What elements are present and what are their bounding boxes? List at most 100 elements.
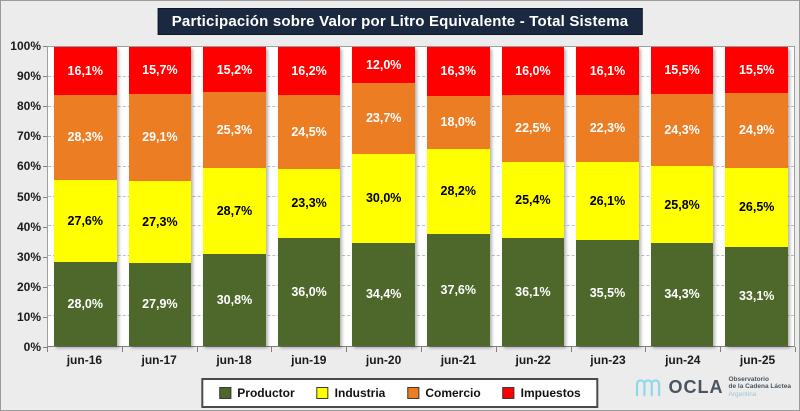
x-axis-label: jun-16 [66,353,103,367]
gridline [48,285,794,287]
bar-segment-productor: 35,5% [576,239,639,346]
bar-segment-comercio: 22,5% [501,94,565,163]
gridline [48,105,794,107]
bar-segment-impuestos: 15,5% [650,47,714,94]
bar-slot: 27,9% 27,3% 29,1% 15,7% [123,47,198,346]
bar-segment-productor: 30,8% [203,253,266,346]
legend-item-impuestos: Impuestos [502,386,581,400]
bar-segment-impuestos: 16,3% [426,47,490,96]
bar-segment-impuestos: 16,1% [576,47,639,96]
y-axis-tick [43,106,47,108]
legend-swatch [407,387,420,399]
gridline [48,75,794,77]
bar-segment-comercio: 25,3% [203,92,266,169]
x-axis-tick [421,347,422,352]
bar-segment-label: 16,0% [515,63,551,78]
bar-segment-label: 37,6% [440,282,476,297]
legend-item-productor: Productor [219,386,295,400]
bar-segment-label: 27,6% [67,213,103,228]
bar-segment-label: 16,1% [589,63,626,78]
bar-segment-label: 27,9% [142,297,178,312]
y-axis-label: 0% [23,340,41,354]
plot-area: 28,0% 27,6% 28,3% 16,1% 27,9% 27,3% 29,1% 15,7%… [47,46,795,347]
y-axis-label: 60% [16,159,41,174]
y-axis-tick [43,76,47,78]
x-axis-tick [196,347,198,352]
stacked-bar-jun-16: 28,0% 27,6% 28,3% 16,1% [53,47,117,346]
bar-segment-comercio: 24,5% [277,95,341,169]
legend-label: Impuestos [520,386,581,400]
stacked-bar-jun-21: 37,6% 28,2% 18,0% 16,3% [426,47,490,346]
legend-swatch [502,387,515,399]
bar-slot: 35,5% 26,1% 22,3% 16,1% [570,47,645,346]
bar-segment-productor: 33,1% [725,247,788,346]
bar-segment-label: 26,1% [589,193,626,208]
bar-segment-industria: 28,2% [426,149,490,234]
y-axis-tick [43,256,47,258]
legend-label: Productor [237,386,295,400]
x-axis-label: jun-19 [291,353,327,367]
gridline [48,195,794,197]
stacked-bar-jun-18: 30,8% 28,7% 25,3% 15,2% [203,47,266,346]
stacked-bar-jun-25: 33,1% 26,5% 24,9% 15,5% [725,47,788,346]
bar-segment-label: 35,5% [589,285,626,300]
bar-segment-comercio: 23,7% [352,82,415,154]
ocla-logo: OCLA Observatorio de la Cadena Láctea Ar… [634,375,792,399]
bar-segment-impuestos: 16,2% [277,47,341,96]
bar-segment-comercio: 24,9% [725,93,788,168]
bar-segment-industria: 25,8% [650,166,714,244]
x-axis-labels: jun-16 jun-17 jun-18 jun-19 jun-20 jun-21 jun-… [47,353,795,367]
chart-title: Participación sobre Valor por Litro Equi… [157,8,643,35]
bar-segment-label: 18,0% [440,115,476,130]
bar-segment-label: 15,5% [664,63,700,78]
y-axis-label: 10% [16,309,41,324]
bar-segment-comercio: 18,0% [426,95,490,150]
gridline [48,225,794,227]
y-axis-tick [43,196,47,198]
bar-slot: 36,1% 25,4% 22,5% 16,0% [496,47,571,346]
y-axis-label: 50% [16,189,41,204]
bar-segment-impuestos: 15,2% [203,47,266,93]
x-axis-label: jun-18 [216,353,252,367]
bar-segment-label: 28,2% [440,184,476,199]
bar-segment-impuestos: 12,0% [352,47,415,83]
y-axis-label: 30% [16,249,41,264]
stacked-bar-jun-22: 36,1% 25,4% 22,5% 16,0% [501,47,565,346]
bar-segment-label: 27,3% [142,214,178,229]
y-axis-label: 100% [10,39,41,53]
x-axis-tick [47,347,48,352]
bar-segment-label: 30,8% [216,292,253,307]
ocla-tagline-line2: de la Cadena Láctea [728,383,792,390]
bar-segment-label: 34,4% [365,287,402,302]
x-axis-tick [795,347,796,352]
ocla-wave-icon [635,379,660,397]
bar-segment-label: 23,7% [365,110,402,125]
ocla-tagline: Observatorio de la Cadena Láctea Argenti… [729,376,792,399]
stacked-bar-jun-19: 36,0% 23,3% 24,5% 16,2% [277,47,341,346]
bar-segment-label: 22,3% [589,121,626,136]
legend-label: Industria [334,386,386,400]
bar-segment-label: 36,0% [291,284,327,299]
legend-swatch [316,387,329,399]
bar-segment-comercio: 24,3% [650,93,714,167]
bar-segment-impuestos: 16,1% [53,47,117,96]
bar-segment-label: 25,4% [515,192,551,207]
bar-segment-productor: 36,1% [501,238,565,346]
y-axis-tick [43,166,47,168]
x-axis-tick [720,347,722,352]
bar-segment-label: 24,3% [664,122,700,137]
bar-segment-comercio: 29,1% [128,93,192,181]
y-axis-tick [43,226,47,228]
bar-segment-industria: 26,5% [725,167,788,248]
bar-segment-label: 34,3% [664,287,700,302]
ocla-tagline-line1: Observatorio [728,375,769,383]
bar-segment-productor: 36,0% [277,238,341,346]
legend-item-comercio: Comercio [407,386,481,400]
stacked-bar-jun-20: 34,4% 30,0% 23,7% 12,0% [352,47,415,346]
x-axis-label: jun-21 [440,353,477,367]
bar-segment-label: 36,1% [515,284,551,299]
y-axis-label: 80% [16,99,41,114]
bar-segment-productor: 34,4% [352,243,415,346]
bar-segment-label: 12,0% [365,57,402,72]
